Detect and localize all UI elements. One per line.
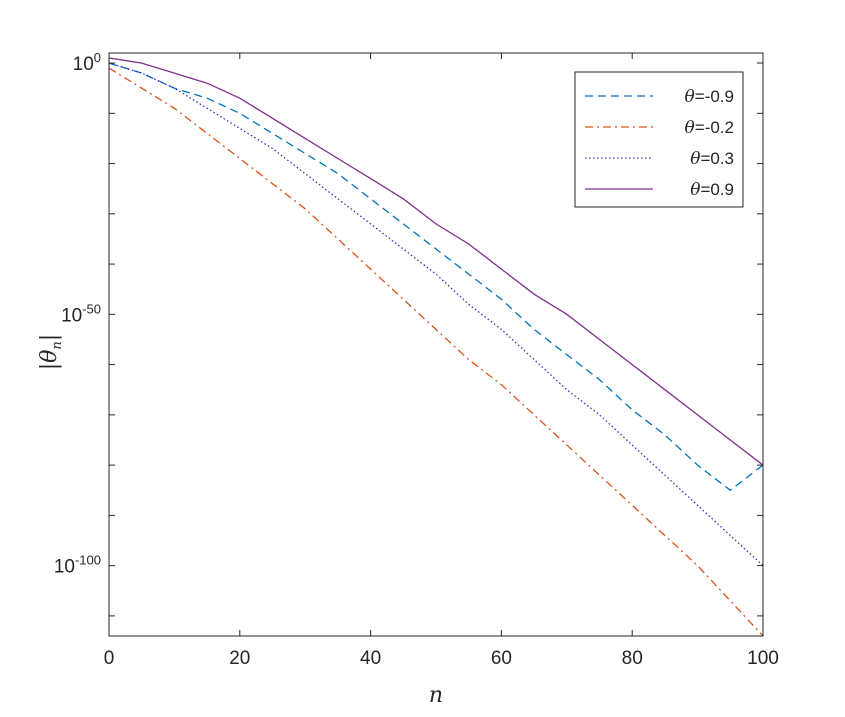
legend-value: =0.3 bbox=[700, 149, 734, 168]
legend-label-2: θ=-0.2 bbox=[685, 118, 734, 138]
x-axis-title: n bbox=[429, 683, 443, 708]
series-line-3 bbox=[108, 62, 764, 567]
legend-label-1: θ=-0.9 bbox=[685, 87, 734, 107]
legend: θ=-0.9θ=-0.2θ=0.3θ=0.9 bbox=[574, 71, 744, 208]
series-layer bbox=[108, 57, 764, 637]
y-axis-title: |θn| bbox=[37, 334, 65, 370]
legend-value: =-0.2 bbox=[695, 118, 734, 137]
x-tick-label: 0 bbox=[104, 648, 115, 669]
legend-symbol: θ bbox=[690, 180, 700, 200]
y-tick-base: 10 bbox=[73, 54, 94, 75]
y-tick-label: 10-100 bbox=[54, 553, 101, 578]
y-tick-exponent: -100 bbox=[75, 553, 101, 568]
legend-label-3: θ=0.3 bbox=[690, 149, 734, 169]
x-tick-label: 80 bbox=[622, 648, 643, 669]
x-tick-label: 60 bbox=[491, 648, 512, 669]
legend-box bbox=[574, 71, 744, 208]
legend-symbol: θ bbox=[685, 118, 695, 138]
y-tick-base: 10 bbox=[61, 305, 82, 326]
y-tick-exponent: 0 bbox=[94, 50, 101, 65]
series-line-4 bbox=[108, 57, 764, 466]
legend-symbol: θ bbox=[685, 87, 695, 107]
x-tick-label: 100 bbox=[747, 648, 779, 669]
legend-value: =0.9 bbox=[700, 180, 734, 199]
series-line-1 bbox=[108, 62, 764, 492]
axes-box bbox=[108, 52, 764, 637]
x-tick-label: 40 bbox=[360, 648, 381, 669]
series-line-2 bbox=[108, 67, 764, 637]
y-tick-label: 100 bbox=[73, 50, 101, 75]
y-tick-label: 10-50 bbox=[61, 301, 101, 326]
legend-symbol: θ bbox=[690, 149, 700, 169]
legend-value: =-0.9 bbox=[695, 87, 734, 106]
y-tick-base: 10 bbox=[54, 557, 75, 578]
legend-label-4: θ=0.9 bbox=[690, 180, 734, 200]
x-tick-label: 20 bbox=[229, 648, 250, 669]
y-tick-exponent: -50 bbox=[82, 301, 101, 316]
